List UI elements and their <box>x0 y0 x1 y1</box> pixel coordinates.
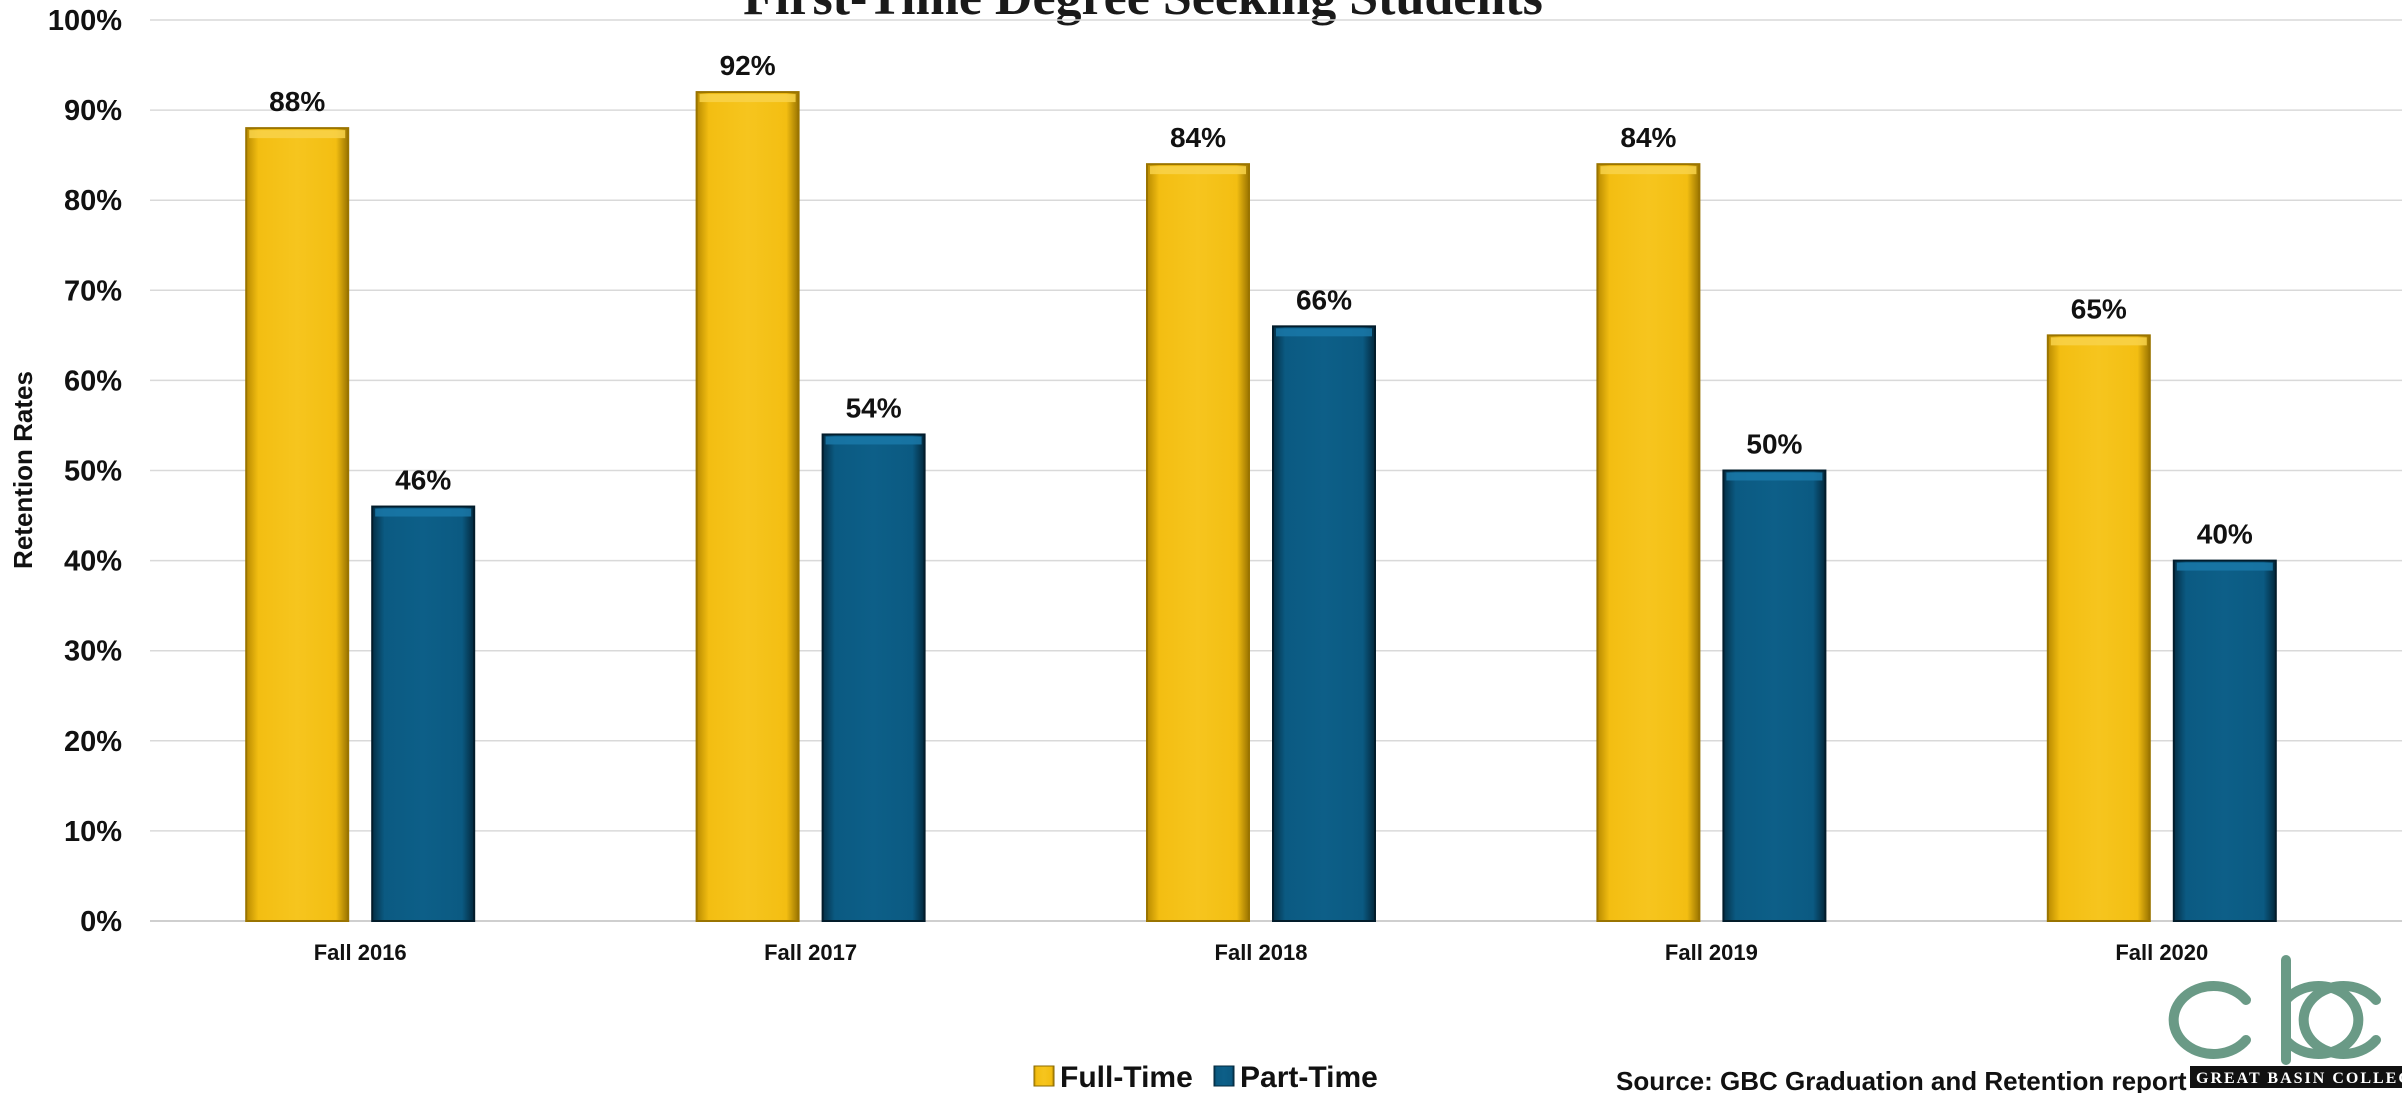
data-label-full-time: 92% <box>720 50 776 81</box>
bar-full-time <box>2046 334 2151 923</box>
y-tick-label: 80% <box>64 185 122 217</box>
x-tick-label: Fall 2017 <box>764 940 857 965</box>
data-label-full-time: 88% <box>269 86 325 117</box>
data-label-part-time: 66% <box>1296 284 1352 315</box>
category-labels: Fall 2016 Fall 2017 Fall 2018 Fall 2019 Fall… <box>314 940 2209 965</box>
logo-wordmark: GREAT BASIN COLLEGE <box>2196 1070 2402 1087</box>
legend-label-part-time: Part-Time <box>1240 1061 1378 1093</box>
data-label-part-time: 50% <box>1746 429 1802 460</box>
bar-full-time <box>695 91 800 922</box>
y-tick-labels: 0% 10% 20% 30% 40% 50% 60% 70% 80% 90% 100% <box>48 5 122 938</box>
data-label-full-time: 84% <box>1170 122 1226 153</box>
data-label-part-time: 40% <box>2197 519 2253 550</box>
chart-title: First-Time Degree Seeking Students <box>743 0 1543 26</box>
x-tick-label: Fall 2020 <box>2115 940 2208 965</box>
y-tick-label: 10% <box>64 816 122 848</box>
x-tick-label: Fall 2016 <box>314 940 407 965</box>
bar-full-time <box>1146 163 1250 923</box>
bar-bevel <box>1276 328 1372 337</box>
legend-swatch-full-time <box>1033 1065 1055 1087</box>
y-tick-label: 70% <box>64 275 122 307</box>
bar-bevel <box>249 130 346 139</box>
y-tick-label: 30% <box>64 636 122 668</box>
bar-bevel <box>2176 562 2273 571</box>
legend: Full-Time Part-Time <box>1033 1061 1378 1093</box>
bars <box>245 91 2277 923</box>
data-label-full-time: 84% <box>1620 122 1676 153</box>
data-label-part-time: 54% <box>846 392 902 423</box>
data-label-full-time: 65% <box>2071 293 2127 324</box>
data-label-part-time: 46% <box>395 465 451 496</box>
bar-part-time <box>1272 325 1376 922</box>
bar-part-time <box>2172 559 2277 922</box>
y-tick-label: 90% <box>64 95 122 127</box>
y-tick-label: 100% <box>48 5 122 37</box>
bar-bevel <box>2050 337 2147 346</box>
y-tick-label: 50% <box>64 456 122 488</box>
bar-bevel <box>1600 166 1697 175</box>
y-tick-label: 20% <box>64 726 122 758</box>
legend-label-full-time: Full-Time <box>1060 1061 1193 1093</box>
bar-bevel <box>1150 166 1246 175</box>
source-note: Source: GBC Graduation and Retention rep… <box>1616 1066 2187 1093</box>
bar-part-time <box>821 433 926 922</box>
data-labels: 88% 46% 92% 54% 84% 66% 84% 50% 65% 40% <box>269 50 2253 550</box>
bar-bevel <box>699 94 796 103</box>
bar-part-time <box>1722 469 1827 922</box>
y-axis-title: Retention Rates <box>8 371 38 569</box>
legend-swatch-part-time <box>1213 1065 1235 1087</box>
y-tick-label: 0% <box>80 906 122 938</box>
y-tick-label: 40% <box>64 546 122 578</box>
y-tick-label: 60% <box>64 365 122 397</box>
bar-bevel <box>825 436 922 445</box>
bar-bevel <box>1726 472 1823 481</box>
x-tick-label: Fall 2019 <box>1665 940 1758 965</box>
bar-full-time <box>245 127 350 922</box>
bar-part-time <box>371 505 476 922</box>
x-tick-label: Fall 2018 <box>1215 940 1308 965</box>
logo: GREAT BASIN COLLEGE <box>2168 955 2402 1088</box>
bar-bevel <box>375 508 472 517</box>
bar-full-time <box>1596 163 1701 923</box>
